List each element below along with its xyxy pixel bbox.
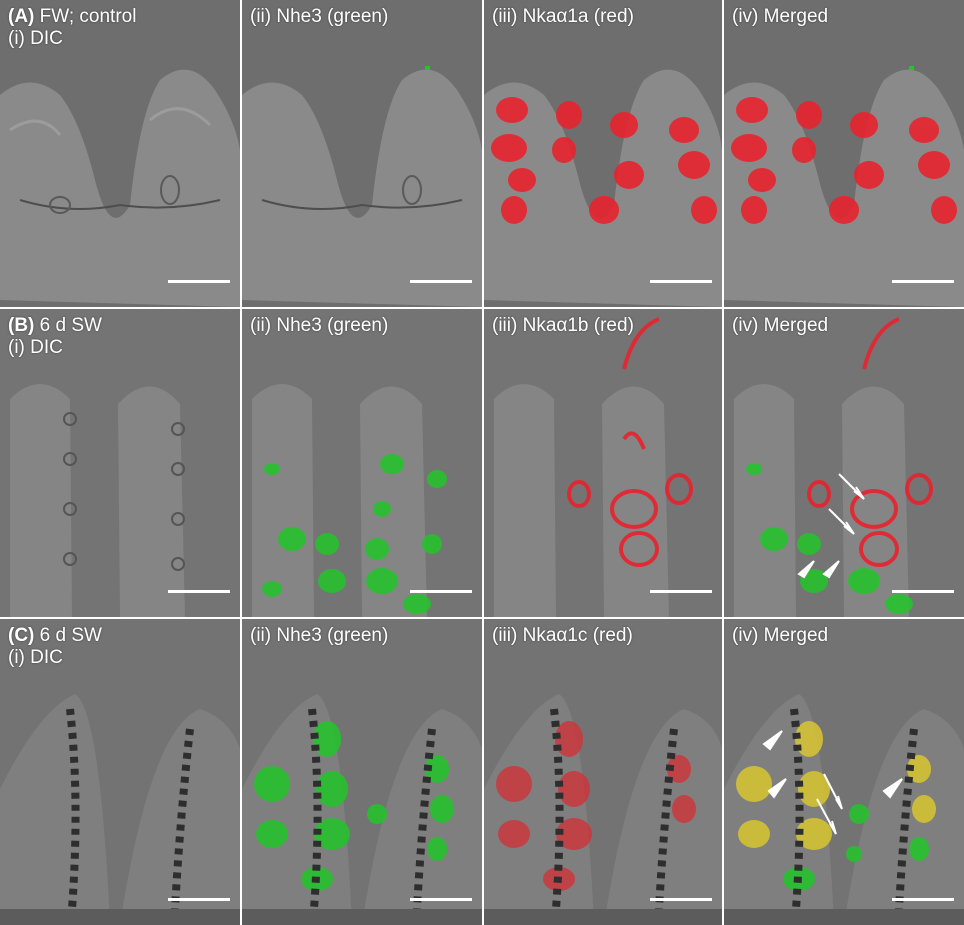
scale-bar bbox=[650, 898, 712, 901]
fluorescence-image bbox=[724, 0, 964, 307]
panel-label: (C) 6 d SW (i) DIC bbox=[8, 625, 102, 669]
panel-b-dic: (B) 6 d SW (i) DIC bbox=[0, 309, 240, 617]
panel-label: (B) 6 d SW (i) DIC bbox=[8, 315, 102, 359]
panel-label: (ii) Nhe3 (green) bbox=[250, 6, 388, 28]
channel-label: (i) DIC bbox=[8, 337, 63, 358]
scale-bar bbox=[892, 280, 954, 283]
channel-label: (iv) Merged bbox=[732, 625, 829, 646]
panel-label: (iii) Nkaα1b (red) bbox=[492, 315, 634, 337]
panel-a-merged: (iv) Merged bbox=[724, 0, 964, 307]
dic-image bbox=[0, 0, 240, 307]
panel-label: (iv) Merged bbox=[732, 6, 828, 28]
panel-c-nhe3: (ii) Nhe3 (green) bbox=[242, 619, 482, 925]
scale-bar bbox=[410, 898, 472, 901]
arrow-annotations bbox=[762, 730, 903, 835]
condition: 6 d SW bbox=[39, 315, 102, 336]
scale-bar bbox=[892, 898, 954, 901]
fluorescence-image bbox=[484, 0, 722, 307]
channel-label: (iii) Nkaα1a (red) bbox=[492, 6, 634, 27]
scale-bar bbox=[650, 280, 712, 283]
panel-a-nhe3: (ii) Nhe3 (green) bbox=[242, 0, 482, 307]
panel-b-merged: (iv) Merged bbox=[724, 309, 964, 617]
channel-label: (ii) Nhe3 (green) bbox=[250, 315, 389, 336]
panel-b-nhe3: (ii) Nhe3 (green) bbox=[242, 309, 482, 617]
fluorescence-image bbox=[242, 0, 482, 307]
panel-label: (iv) Merged bbox=[732, 625, 828, 647]
scale-bar bbox=[168, 898, 230, 901]
dic-image bbox=[0, 309, 240, 617]
channel-label: (ii) Nhe3 (green) bbox=[250, 6, 389, 27]
row-letter: (C) bbox=[8, 625, 35, 646]
scale-bar bbox=[168, 590, 230, 593]
panel-label: (iii) Nkaα1a (red) bbox=[492, 6, 634, 28]
panel-label: (iii) Nkaα1c (red) bbox=[492, 625, 633, 647]
scale-bar bbox=[168, 280, 230, 283]
channel-label: (iv) Merged bbox=[732, 6, 829, 27]
channel-label: (iii) Nkaα1b (red) bbox=[492, 315, 634, 336]
fluorescence-image bbox=[484, 309, 722, 617]
fluorescence-image bbox=[724, 309, 964, 617]
panel-c-merged: (iv) Merged bbox=[724, 619, 964, 925]
dic-image bbox=[0, 619, 240, 925]
channel-label: (iii) Nkaα1c (red) bbox=[492, 625, 633, 646]
panel-a-nka: (iii) Nkaα1a (red) bbox=[484, 0, 722, 307]
panel-label: (ii) Nhe3 (green) bbox=[250, 315, 388, 337]
panel-label: (A) FW; control (i) DIC bbox=[8, 6, 136, 50]
row-letter: (B) bbox=[8, 315, 35, 336]
panel-c-dic: (C) 6 d SW (i) DIC bbox=[0, 619, 240, 925]
scale-bar bbox=[410, 590, 472, 593]
panel-b-nka: (iii) Nkaα1b (red) bbox=[484, 309, 722, 617]
panel-c-nka: (iii) Nkaα1c (red) bbox=[484, 619, 722, 925]
scale-bar bbox=[650, 590, 712, 593]
channel-label: (iv) Merged bbox=[732, 315, 829, 336]
channel-label: (i) DIC bbox=[8, 647, 63, 668]
channel-label: (ii) Nhe3 (green) bbox=[250, 625, 389, 646]
panel-label: (iv) Merged bbox=[732, 315, 828, 337]
fluorescence-image bbox=[484, 619, 722, 925]
row-letter: (A) bbox=[8, 6, 35, 27]
channel-label: (i) DIC bbox=[8, 28, 63, 49]
scale-bar bbox=[892, 590, 954, 593]
panel-a-dic: (A) FW; control (i) DIC bbox=[0, 0, 240, 307]
fluorescence-image bbox=[724, 619, 964, 925]
panel-label: (ii) Nhe3 (green) bbox=[250, 625, 388, 647]
condition: 6 d SW bbox=[39, 625, 102, 646]
arrow-annotations bbox=[797, 473, 865, 579]
fluorescence-image bbox=[242, 619, 482, 925]
fluorescence-image bbox=[242, 309, 482, 617]
condition: FW; control bbox=[39, 6, 137, 27]
scale-bar bbox=[410, 280, 472, 283]
